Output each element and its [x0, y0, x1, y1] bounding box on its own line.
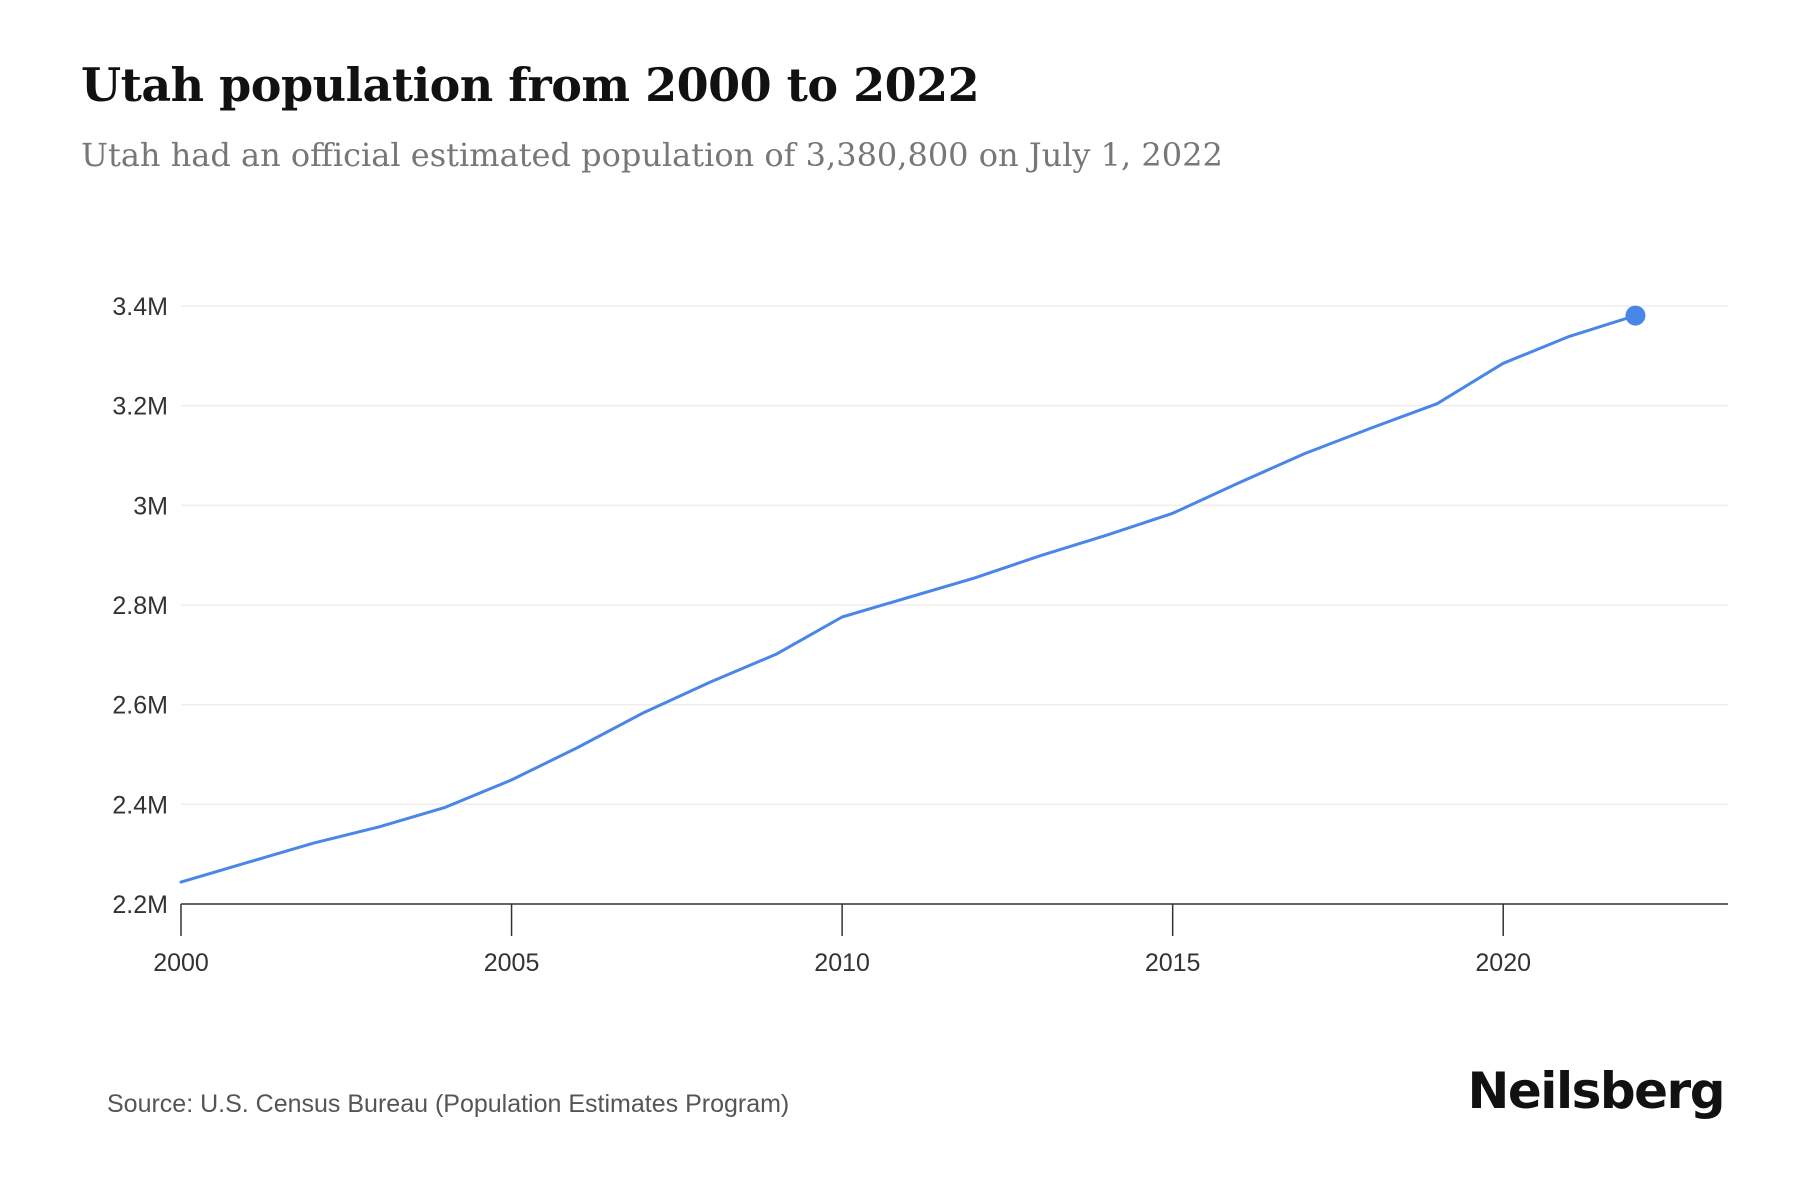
x-tick-label: 2020 [1475, 949, 1531, 977]
data-point-last[interactable] [1625, 305, 1646, 326]
y-tick-label: 3M [133, 492, 168, 520]
chart-title: Utah population from 2000 to 2022 [81, 58, 980, 112]
gridlines [181, 305, 1728, 806]
x-tick-label: 2000 [153, 949, 209, 977]
brand-logo: Neilsberg [1467, 1062, 1726, 1120]
series-line [179, 314, 1637, 884]
y-tick-label: 2.4M [112, 791, 168, 819]
chart-subtitle: Utah had an official estimated populatio… [81, 136, 1223, 174]
y-tick-label: 3.4M [112, 293, 168, 321]
y-tick-label: 2.8M [112, 592, 168, 620]
series-population [179, 305, 1646, 884]
x-tick-label: 2010 [814, 949, 870, 977]
x-tick-label: 2005 [484, 949, 540, 977]
y-tick-label: 2.6M [112, 692, 168, 720]
x-axis: 2000 2005 2010 2015 2020 [153, 903, 1728, 977]
y-tick-label: 2.2M [112, 891, 168, 919]
y-tick-label: 3.2M [112, 393, 168, 421]
y-axis-ticks: 2.2M 2.4M 2.6M 2.8M 3M 3.2M 3.4M [112, 293, 168, 919]
x-tick-label: 2015 [1145, 949, 1201, 977]
source-note: Source: U.S. Census Bureau (Population E… [107, 1090, 790, 1118]
